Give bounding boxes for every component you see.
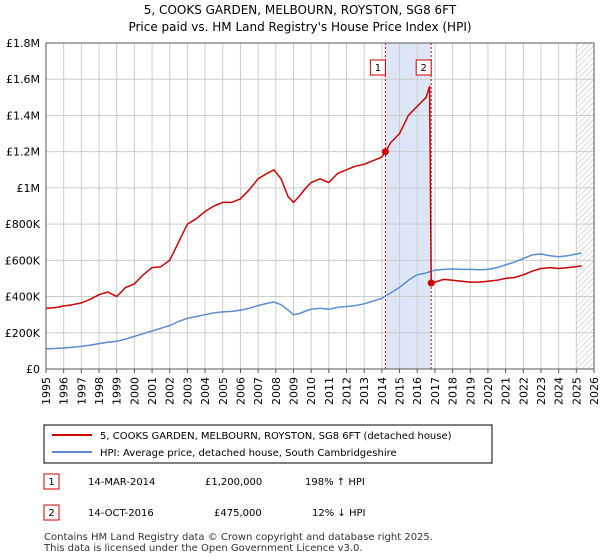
x-tick-label: 1995: [40, 377, 53, 405]
x-tick-label: 2017: [429, 377, 442, 405]
plot-background: [46, 43, 594, 369]
x-tick-label: 2009: [287, 377, 300, 405]
transactions-table: 1 14-MAR-2014 £1,200,000 198% ↑ HPI 2 14…: [43, 473, 365, 521]
x-tick-label: 2015: [394, 377, 407, 405]
x-tick-label: 2022: [517, 377, 530, 405]
x-tick-label: 2021: [500, 377, 513, 405]
x-tick-label: 2019: [464, 377, 477, 405]
footer-line-1: Contains HM Land Registry data © Crown c…: [44, 532, 433, 543]
x-tick-label: 2025: [570, 377, 583, 405]
y-tick-label: £0: [26, 363, 40, 376]
transaction-row: 1 14-MAR-2014 £1,200,000 198% ↑ HPI: [43, 473, 365, 490]
x-tick-label: 2011: [323, 377, 336, 405]
x-tick-label: 1996: [58, 377, 71, 405]
x-tick-label: 2020: [482, 377, 495, 405]
x-tick-label: 2026: [588, 377, 600, 405]
x-tick-label: 1998: [93, 377, 106, 405]
legend-box: [43, 424, 493, 464]
transaction-price: £475,000: [214, 508, 262, 519]
transaction-date: 14-MAR-2014: [88, 477, 155, 488]
x-tick-label: 2013: [358, 377, 371, 405]
transaction-marker-box: [43, 473, 60, 490]
transaction-point: [381, 148, 389, 156]
x-tick-label: 2005: [217, 377, 230, 405]
transaction-marker-box: [43, 504, 60, 521]
x-tick-label: 2010: [305, 377, 318, 405]
future-hatch: [576, 43, 594, 369]
y-tick-label: £400K: [5, 291, 41, 304]
x-tick-label: 2018: [447, 377, 460, 405]
transaction-label-box: [369, 59, 386, 76]
transaction-hpi: 12% ↓ HPI: [312, 508, 365, 519]
transaction-label: 1: [375, 63, 381, 74]
transaction-hpi: 198% ↑ HPI: [305, 477, 365, 488]
y-tick-label: £800K: [5, 218, 41, 231]
legend: 5, COOKS GARDEN, MELBOURN, ROYSTON, SG8 …: [43, 424, 493, 464]
x-tick-label: 2006: [234, 377, 247, 405]
x-tick-label: 2012: [341, 377, 354, 405]
x-axis: 1995 1996 1997 1998 1999 2000 2001 2002 2003 2004…: [40, 369, 600, 405]
x-tick-label: 2001: [146, 377, 159, 405]
x-tick-label: 2000: [128, 377, 141, 405]
legend-label-property: 5, COOKS GARDEN, MELBOURN, ROYSTON, SG8 …: [100, 431, 452, 442]
y-tick-label: £1.8M: [6, 37, 40, 50]
transaction-label: 2: [421, 63, 427, 74]
x-tick-label: 1999: [111, 377, 124, 405]
transaction-row: 2 14-OCT-2016 £475,000 12% ↓ HPI: [43, 504, 365, 521]
shaded-period: [385, 43, 432, 369]
x-tick-label: 2002: [164, 377, 177, 405]
x-tick-label: 1997: [75, 377, 88, 405]
x-tick-label: 2014: [376, 377, 389, 405]
chart-title: 5, COOKS GARDEN, MELBOURN, ROYSTON, SG8 …: [144, 3, 457, 17]
y-tick-label: £1M: [17, 182, 41, 195]
x-tick-label: 2024: [553, 377, 566, 405]
y-tick-label: £1.6M: [6, 73, 40, 86]
hpi-series-line: [45, 252, 582, 350]
y-tick-label: £1.2M: [6, 146, 40, 159]
x-tick-label: 2007: [252, 377, 265, 405]
y-tick-label: £600K: [5, 254, 41, 267]
x-tick-label: 2004: [199, 377, 212, 405]
transaction-price: £1,200,000: [205, 477, 262, 488]
property-series-line: [45, 85, 582, 310]
y-tick-label: £1.4M: [6, 109, 40, 122]
transaction-point: [427, 279, 435, 287]
x-tick-label: 2003: [181, 377, 194, 405]
x-tick-label: 2016: [411, 377, 424, 405]
legend-label-hpi: HPI: Average price, detached house, Sout…: [100, 448, 397, 459]
transaction-label-box: [415, 59, 432, 76]
x-tick-label: 2008: [270, 377, 283, 405]
y-axis: £0 £200K £400K £600K £800K £1M £1.2M £1.4M £1.6M…: [5, 37, 41, 376]
transaction-date: 14-OCT-2016: [88, 508, 154, 519]
y-tick-label: £200K: [5, 327, 41, 340]
footer-line-2: This data is licensed under the Open Gov…: [43, 543, 363, 554]
x-tick-label: 2023: [535, 377, 548, 405]
transaction-number: 2: [48, 508, 54, 519]
chart-subtitle: Price paid vs. HM Land Registry's House …: [128, 20, 471, 34]
plot-border: [45, 42, 595, 370]
transaction-number: 1: [48, 477, 54, 488]
